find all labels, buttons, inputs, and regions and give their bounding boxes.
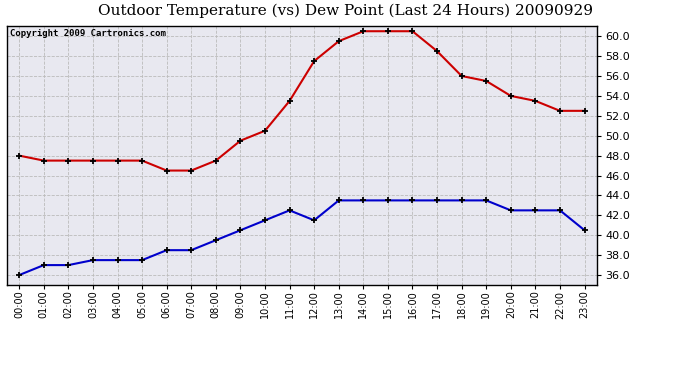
Text: Copyright 2009 Cartronics.com: Copyright 2009 Cartronics.com [10,29,166,38]
Text: Outdoor Temperature (vs) Dew Point (Last 24 Hours) 20090929: Outdoor Temperature (vs) Dew Point (Last… [97,4,593,18]
